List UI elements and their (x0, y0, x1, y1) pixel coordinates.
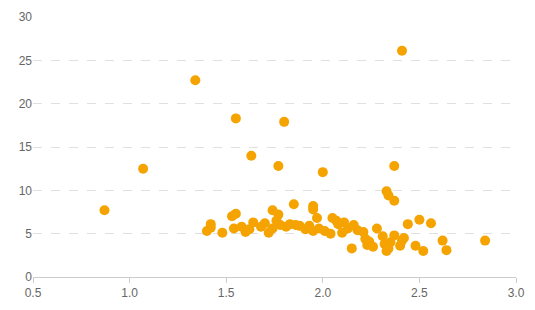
svg-text:1.5: 1.5 (218, 286, 235, 300)
svg-text:0.5: 0.5 (25, 286, 42, 300)
svg-text:3.0: 3.0 (508, 286, 525, 300)
svg-text:20: 20 (19, 97, 33, 111)
svg-text:2.0: 2.0 (314, 286, 331, 300)
svg-text:5: 5 (25, 227, 32, 241)
svg-text:1.0: 1.0 (121, 286, 138, 300)
svg-text:2.5: 2.5 (411, 286, 428, 300)
svg-text:15: 15 (19, 140, 33, 154)
svg-text:0: 0 (25, 270, 32, 284)
svg-text:10: 10 (19, 184, 33, 198)
svg-text:25: 25 (19, 54, 33, 68)
svg-text:30: 30 (19, 10, 33, 24)
